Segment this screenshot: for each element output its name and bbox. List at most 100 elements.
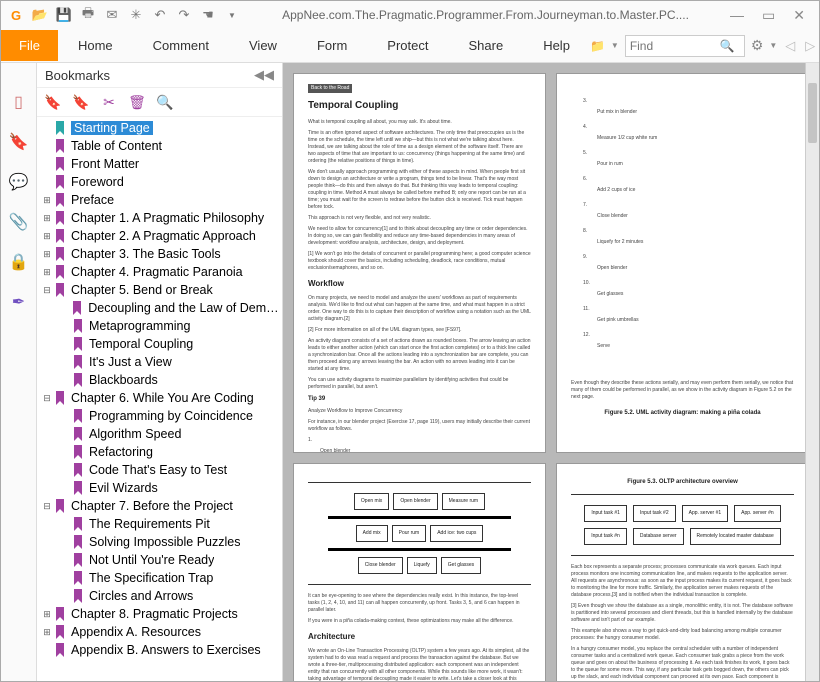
menu-share[interactable]: Share xyxy=(448,30,523,61)
panel-collapse-icon[interactable]: ◀◀ xyxy=(254,67,274,83)
folder-icon[interactable]: 📁 xyxy=(590,39,605,53)
vertical-scrollbar[interactable] xyxy=(805,63,819,681)
bookmark-item[interactable]: ·Blackboards xyxy=(37,371,282,389)
bookmark-item[interactable]: ⊞ Chapter 8. Pragmatic Projects xyxy=(37,605,282,623)
expander-icon[interactable]: ⊞ xyxy=(41,249,53,260)
open-icon[interactable]: 📂 xyxy=(31,6,49,24)
menu-bar: File HomeCommentViewFormProtectShareHelp… xyxy=(1,29,819,63)
maximize-button[interactable]: ▭ xyxy=(762,7,775,24)
bookmark-item[interactable]: ·The Specification Trap xyxy=(37,569,282,587)
gear-dropdown-icon[interactable]: ▼ xyxy=(769,41,777,50)
bookmark-label: Preface xyxy=(71,193,114,207)
bookmark-item[interactable]: ⊟ Chapter 7. Before the Project xyxy=(37,497,282,515)
bookmark-label: Front Matter xyxy=(71,157,139,171)
nav-prev[interactable]: ◁ xyxy=(783,38,797,54)
bookmark-item[interactable]: ⊞ Appendix A. Resources xyxy=(37,623,282,641)
scrollbar-thumb[interactable] xyxy=(808,83,817,143)
close-button[interactable]: ✕ xyxy=(793,7,805,24)
expander-icon[interactable]: ⊞ xyxy=(41,609,53,620)
search-box[interactable]: 🔍 xyxy=(625,35,745,57)
bookmark-icon xyxy=(53,265,67,279)
bm-go-icon[interactable]: 🔖 xyxy=(71,92,91,112)
page-panel-icon[interactable]: ▯ xyxy=(8,91,30,113)
bookmark-item[interactable]: ⊞Chapter 2. A Pragmatic Approach xyxy=(37,227,282,245)
bookmarks-panel: Bookmarks ◀◀ 🔖 🔖 ✂ 🗑 🔍 ·Starting Page·Ta… xyxy=(37,63,283,681)
bookmark-item[interactable]: ·Programming by Coincidence xyxy=(37,407,282,425)
bookmark-label: The Requirements Pit xyxy=(89,517,210,531)
bookmark-item[interactable]: ·It's Just a View xyxy=(37,353,282,371)
bookmark-item[interactable]: ·Front Matter xyxy=(37,155,282,173)
search-input[interactable] xyxy=(626,39,716,53)
comment-panel-icon[interactable]: 💬 xyxy=(8,171,30,193)
page-4: Figure 5.3. OLTP architecture overview I… xyxy=(556,463,809,681)
menu-home[interactable]: Home xyxy=(58,30,133,61)
expander-icon[interactable]: ⊞ xyxy=(41,231,53,242)
bookmark-item[interactable]: ·Refactoring xyxy=(37,443,282,461)
file-menu[interactable]: File xyxy=(1,30,58,61)
bookmark-item[interactable]: ·Decoupling and the Law of Demeter xyxy=(37,299,282,317)
bookmark-label: Table of Content xyxy=(71,139,162,153)
menu-protect[interactable]: Protect xyxy=(367,30,448,61)
save-icon[interactable]: 💾 xyxy=(55,6,73,24)
bm-cut-icon[interactable]: ✂ xyxy=(99,92,119,112)
bm-del-icon[interactable]: 🗑 xyxy=(127,92,147,112)
bookmark-item[interactable]: ·Metaprogramming xyxy=(37,317,282,335)
print-icon[interactable]: 🖶 xyxy=(79,6,97,24)
expander-icon[interactable]: ⊞ xyxy=(41,627,53,638)
mail-icon[interactable]: ✉ xyxy=(103,6,121,24)
bookmark-item[interactable]: ⊞ Preface xyxy=(37,191,282,209)
bookmark-item[interactable]: ·Evil Wizards xyxy=(37,479,282,497)
expander-icon[interactable]: ⊟ xyxy=(41,393,53,404)
bookmark-item[interactable]: ·Table of Content xyxy=(37,137,282,155)
bookmark-item[interactable]: ·Starting Page xyxy=(37,119,282,137)
bookmark-toolbar: 🔖 🔖 ✂ 🗑 🔍 xyxy=(37,88,282,117)
bookmark-item[interactable]: ·The Requirements Pit xyxy=(37,515,282,533)
bookmark-item[interactable]: ·Foreword xyxy=(37,173,282,191)
bookmark-item[interactable]: ⊟Chapter 6. While You Are Coding xyxy=(37,389,282,407)
bookmark-item[interactable]: ·Solving Impossible Puzzles xyxy=(37,533,282,551)
bookmark-item[interactable]: ·Appendix B. Answers to Exercises xyxy=(37,641,282,659)
bookmark-item[interactable]: ⊞Chapter 4. Pragmatic Paranoia xyxy=(37,263,282,281)
bookmark-label: Chapter 7. Before the Project xyxy=(71,499,233,513)
bm-new-icon[interactable]: 🔖 xyxy=(43,92,63,112)
nav-next[interactable]: ▷ xyxy=(803,38,817,54)
bookmark-item[interactable]: ⊞Chapter 3. The Basic Tools xyxy=(37,245,282,263)
bookmark-item[interactable]: ⊟Chapter 5. Bend or Break xyxy=(37,281,282,299)
expander-icon[interactable]: ⊟ xyxy=(41,285,53,296)
hand-icon[interactable]: ☚ xyxy=(199,6,217,24)
document-area: Back to the Road Temporal Coupling What … xyxy=(283,63,819,681)
bookmark-icon xyxy=(71,427,85,441)
bookmark-label: Appendix A. Resources xyxy=(71,625,201,639)
expander-icon[interactable]: ⊞ xyxy=(41,195,53,206)
bookmark-icon xyxy=(71,589,85,603)
expander-icon[interactable]: ⊟ xyxy=(41,501,53,512)
minimize-button[interactable]: — xyxy=(730,7,744,24)
attach-panel-icon[interactable]: 📎 xyxy=(8,211,30,233)
bookmark-item[interactable]: ·Circles and Arrows xyxy=(37,587,282,605)
bm-search-icon[interactable]: 🔍 xyxy=(155,92,175,112)
expander-icon[interactable]: ⊞ xyxy=(41,267,53,278)
new-icon[interactable]: ✳ xyxy=(127,6,145,24)
gear-icon[interactable]: ⚙ xyxy=(751,37,764,54)
folder-dropdown-icon[interactable]: ▼ xyxy=(611,41,619,50)
menu-comment[interactable]: Comment xyxy=(133,30,229,61)
menu-view[interactable]: View xyxy=(229,30,297,61)
sign-panel-icon[interactable]: ✒ xyxy=(8,291,30,313)
bookmark-item[interactable]: ·Code That's Easy to Test xyxy=(37,461,282,479)
dropdown-icon[interactable]: ▼ xyxy=(223,6,241,24)
security-panel-icon[interactable]: 🔒 xyxy=(8,251,30,273)
expander-icon[interactable]: ⊞ xyxy=(41,213,53,224)
menu-help[interactable]: Help xyxy=(523,30,590,61)
bookmark-label: Chapter 8. Pragmatic Projects xyxy=(71,607,238,621)
menu-form[interactable]: Form xyxy=(297,30,367,61)
bookmark-item[interactable]: ⊞Chapter 1. A Pragmatic Philosophy xyxy=(37,209,282,227)
bookmark-item[interactable]: ·Not Until You're Ready xyxy=(37,551,282,569)
redo-icon[interactable]: ↷ xyxy=(175,6,193,24)
bookmark-item[interactable]: ·Algorithm Speed xyxy=(37,425,282,443)
bookmark-panel-icon[interactable]: 🔖 xyxy=(8,131,30,153)
undo-icon[interactable]: ↶ xyxy=(151,6,169,24)
search-icon[interactable]: 🔍 xyxy=(716,39,739,53)
bookmark-icon xyxy=(71,409,85,423)
bookmark-icon xyxy=(71,481,85,495)
bookmark-item[interactable]: ·Temporal Coupling xyxy=(37,335,282,353)
